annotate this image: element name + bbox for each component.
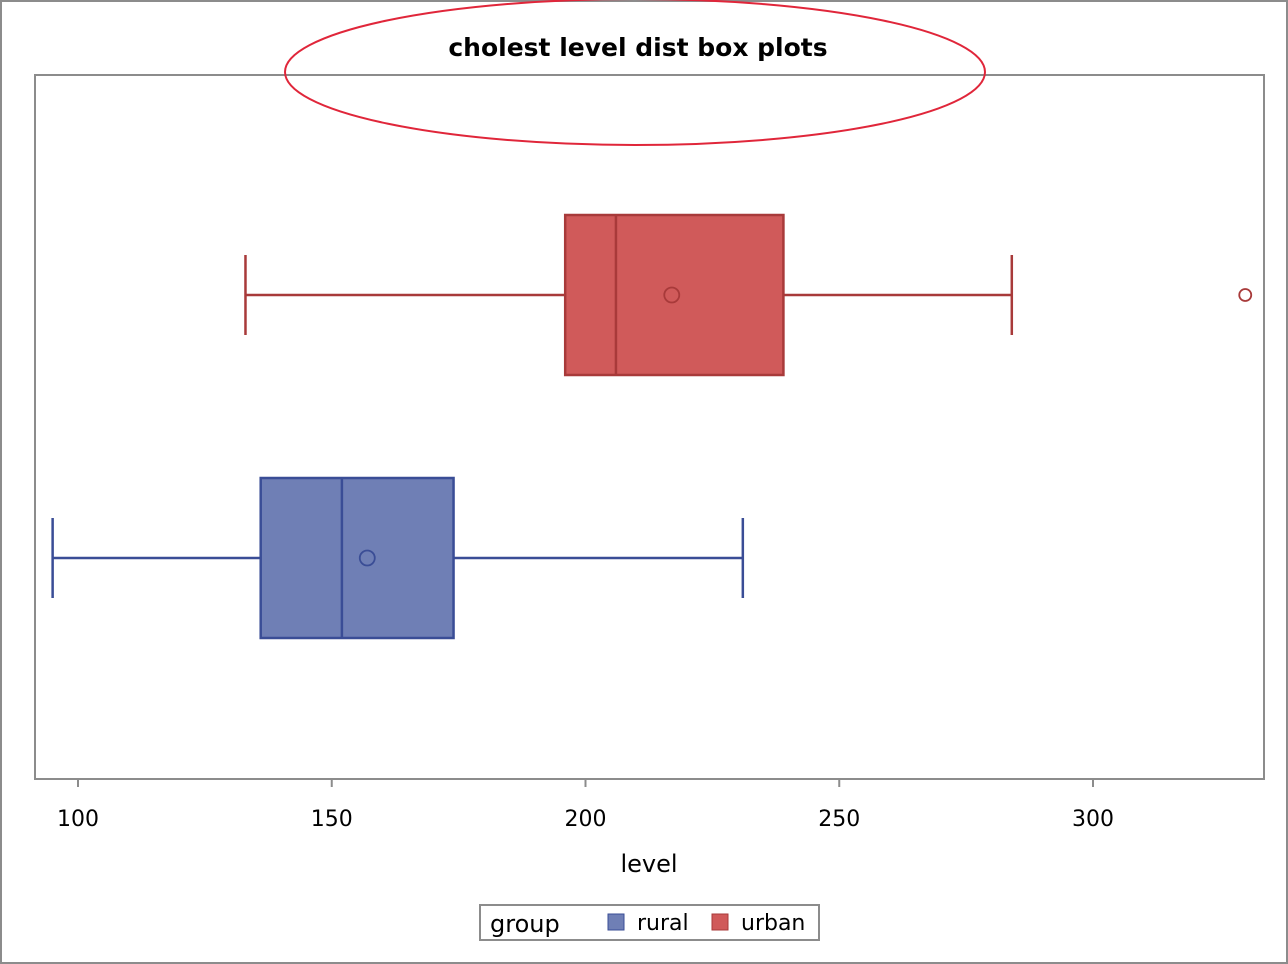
- urban-outlier-0: [1238, 288, 1253, 302]
- legend-label-urban: urban: [741, 911, 805, 936]
- legend-label-rural: rural: [637, 911, 689, 936]
- x-tick-label-300: 300: [1072, 807, 1114, 832]
- title-annotation-ellipse: [284, 0, 986, 146]
- rural-mean-marker: [358, 549, 376, 567]
- x-tick-label-200: 200: [565, 807, 607, 832]
- chart-title: cholest level dist box plots: [448, 33, 827, 62]
- urban-mean-marker: [663, 286, 681, 304]
- box-plot-group: [51, 213, 1253, 640]
- legend-title: group: [490, 910, 560, 938]
- legend-border: [479, 904, 820, 941]
- x-tick-label-150: 150: [311, 807, 353, 832]
- legend-swatch-urban: [711, 913, 729, 931]
- x-axis: 100 150 200 250 300: [57, 779, 1114, 832]
- rural-box: [259, 476, 455, 640]
- x-tick-label-100: 100: [57, 807, 99, 832]
- urban-box: [563, 213, 785, 377]
- plot-area: [34, 74, 1265, 780]
- x-axis-label: level: [620, 850, 677, 878]
- legend: group rural urban: [479, 904, 820, 941]
- x-tick-label-250: 250: [818, 807, 860, 832]
- legend-swatch-rural: [607, 913, 625, 931]
